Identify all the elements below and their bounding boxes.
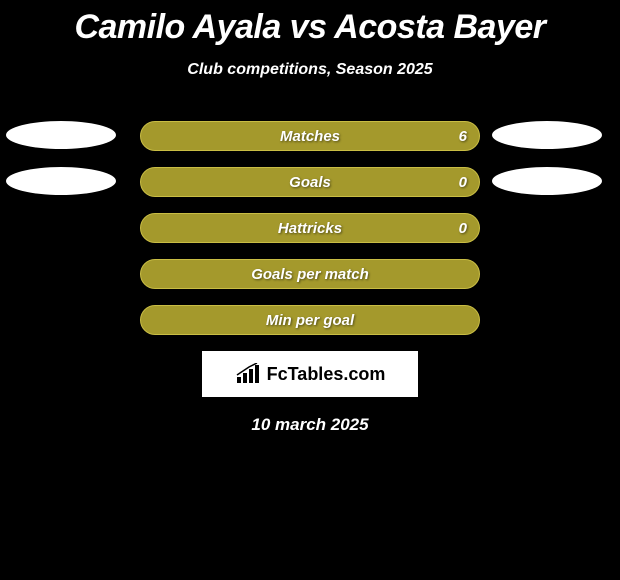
- stat-bar: Hattricks 0: [140, 213, 480, 243]
- right-ellipse: [492, 167, 602, 195]
- stat-bar: Min per goal: [140, 305, 480, 335]
- stat-row: Hattricks 0: [0, 213, 620, 243]
- stat-label: Hattricks: [278, 220, 342, 237]
- stat-bar: Goals per match: [140, 259, 480, 289]
- left-ellipse: [6, 167, 116, 195]
- logo-box: FcTables.com: [202, 351, 418, 397]
- stat-value: 0: [459, 220, 467, 237]
- right-ellipse: [492, 121, 602, 149]
- page-title: Camilo Ayala vs Acosta Bayer: [0, 0, 620, 47]
- stat-label: Goals: [289, 174, 331, 191]
- stat-row: Min per goal: [0, 305, 620, 335]
- stat-value: 6: [459, 128, 467, 145]
- stat-row: Goals 0: [0, 167, 620, 197]
- stat-value: 0: [459, 174, 467, 191]
- stat-bar: Goals 0: [140, 167, 480, 197]
- stat-row: Goals per match: [0, 259, 620, 289]
- stat-rows: Matches 6 Goals 0 Hattricks 0 Goals per match M…: [0, 121, 620, 335]
- chart-icon: [235, 363, 261, 385]
- stat-label: Matches: [280, 128, 340, 145]
- subtitle: Club competitions, Season 2025: [0, 61, 620, 79]
- left-ellipse: [6, 121, 116, 149]
- stat-label: Min per goal: [266, 312, 354, 329]
- logo-text: FcTables.com: [267, 364, 386, 385]
- stat-row: Matches 6: [0, 121, 620, 151]
- stat-bar: Matches 6: [140, 121, 480, 151]
- date-label: 10 march 2025: [0, 415, 620, 435]
- stat-label: Goals per match: [251, 266, 369, 283]
